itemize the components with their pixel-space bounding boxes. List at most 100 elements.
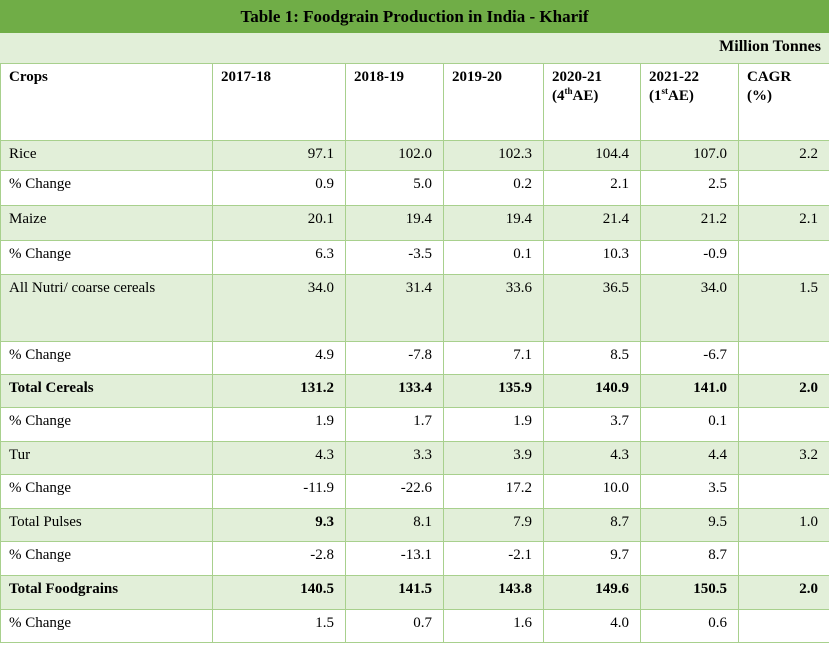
- table-row-total-cereals: Total Cereals 131.2 133.4 135.9 140.9 14…: [0, 374, 829, 408]
- column-header-crops: Crops: [0, 63, 213, 141]
- table-row-tur: Tur 4.3 3.3 3.9 4.3 4.4 3.2: [0, 441, 829, 475]
- table-row-nutri-coarse-cereals: All Nutri/ coarse cereals 34.0 31.4 33.6…: [0, 274, 829, 342]
- column-header-2017-18: 2017-18: [212, 63, 346, 141]
- cell-value: 10.0: [543, 474, 641, 509]
- column-header-2021-22-1st-ae: 2021-22 (1stAE): [640, 63, 739, 141]
- column-header-cagr: CAGR (%): [738, 63, 829, 141]
- crop-label: % Change: [0, 240, 213, 275]
- cell-value: 3.7: [543, 407, 641, 442]
- cell-value: -13.1: [345, 541, 444, 576]
- cell-value: -22.6: [345, 474, 444, 509]
- cell-value: 7.9: [443, 508, 544, 542]
- cell-value: 1.7: [345, 407, 444, 442]
- cell-value: [738, 474, 829, 509]
- crop-label: Rice: [0, 140, 213, 171]
- cell-value: 3.2: [738, 441, 829, 475]
- cell-value: 5.0: [345, 170, 444, 206]
- column-header-2020-21-4th-ae: 2020-21 (4thAE): [543, 63, 641, 141]
- cell-value: 21.2: [640, 205, 739, 241]
- crop-label: Total Pulses: [0, 508, 213, 542]
- cell-value: 3.5: [640, 474, 739, 509]
- cell-value: 140.9: [543, 374, 641, 408]
- cell-value: 31.4: [345, 274, 444, 342]
- cell-value: 107.0: [640, 140, 739, 171]
- cell-value: 97.1: [212, 140, 346, 171]
- column-sublabel: (%): [747, 87, 772, 104]
- cell-value: 150.5: [640, 575, 739, 610]
- cell-value: 0.2: [443, 170, 544, 206]
- cell-value: 17.2: [443, 474, 544, 509]
- table-title: Table 1: Foodgrain Production in India -…: [0, 0, 829, 33]
- cell-value: -2.8: [212, 541, 346, 576]
- table-row-nutri-pct-change: % Change 4.9 -7.8 7.1 8.5 -6.7: [0, 341, 829, 375]
- cell-value: 1.9: [443, 407, 544, 442]
- table-row-pulses-pct-change: % Change -2.8 -13.1 -2.1 9.7 8.7: [0, 541, 829, 576]
- crop-label: Maize: [0, 205, 213, 241]
- crop-label: % Change: [0, 170, 213, 206]
- cell-value: 19.4: [345, 205, 444, 241]
- table-row-rice: Rice 97.1 102.0 102.3 104.4 107.0 2.2: [0, 140, 829, 171]
- cell-value: 135.9: [443, 374, 544, 408]
- cell-value: 0.1: [640, 407, 739, 442]
- cell-value: 8.7: [640, 541, 739, 576]
- table-row-maize: Maize 20.1 19.4 19.4 21.4 21.2 2.1: [0, 205, 829, 241]
- cell-value: 2.0: [738, 575, 829, 610]
- cell-value: 0.1: [443, 240, 544, 275]
- column-header-2018-19: 2018-19: [345, 63, 444, 141]
- cell-value: 102.0: [345, 140, 444, 171]
- table-row-rice-pct-change: % Change 0.9 5.0 0.2 2.1 2.5: [0, 170, 829, 206]
- cell-value: 141.0: [640, 374, 739, 408]
- cell-value: 1.0: [738, 508, 829, 542]
- cell-value: -6.7: [640, 341, 739, 375]
- cell-value: 19.4: [443, 205, 544, 241]
- table-row-total-foodgrains: Total Foodgrains 140.5 141.5 143.8 149.6…: [0, 575, 829, 610]
- crop-label: % Change: [0, 407, 213, 442]
- cell-value: 9.5: [640, 508, 739, 542]
- cell-value: 2.0: [738, 374, 829, 408]
- cell-value: 104.4: [543, 140, 641, 171]
- cell-value: 4.4: [640, 441, 739, 475]
- crop-label: % Change: [0, 341, 213, 375]
- cell-value: 0.7: [345, 609, 444, 643]
- cell-value: 102.3: [443, 140, 544, 171]
- cell-value: 140.5: [212, 575, 346, 610]
- cell-value: 131.2: [212, 374, 346, 408]
- cell-value: 3.9: [443, 441, 544, 475]
- cell-value: 8.5: [543, 341, 641, 375]
- cell-value: -2.1: [443, 541, 544, 576]
- crop-label: % Change: [0, 609, 213, 643]
- cell-value: [738, 170, 829, 206]
- table-row-foodgrains-pct-change: % Change 1.5 0.7 1.6 4.0 0.6: [0, 609, 829, 643]
- cell-value: [738, 541, 829, 576]
- column-label: 2020-21: [552, 69, 602, 85]
- crop-label: Total Foodgrains: [0, 575, 213, 610]
- cell-value: 20.1: [212, 205, 346, 241]
- cell-value: -0.9: [640, 240, 739, 275]
- cell-value: [738, 407, 829, 442]
- cell-value: 149.6: [543, 575, 641, 610]
- cell-value: -3.5: [345, 240, 444, 275]
- header-row: Crops 2017-18 2018-19 2019-20 2020-21 (4…: [0, 63, 829, 141]
- cell-value: -7.8: [345, 341, 444, 375]
- cell-value: [738, 240, 829, 275]
- cell-value: 10.3: [543, 240, 641, 275]
- crop-label: All Nutri/ coarse cereals: [0, 274, 213, 342]
- column-label: 2017-18: [221, 69, 271, 85]
- cell-value: [738, 341, 829, 375]
- cell-value: 36.5: [543, 274, 641, 342]
- table-row-maize-pct-change: % Change 6.3 -3.5 0.1 10.3 -0.9: [0, 240, 829, 275]
- cell-value: 8.1: [345, 508, 444, 542]
- cell-value: [738, 609, 829, 643]
- crop-label: % Change: [0, 541, 213, 576]
- column-label: 2019-20: [452, 69, 502, 85]
- column-label: 2018-19: [354, 69, 404, 85]
- cell-value: 9.7: [543, 541, 641, 576]
- cell-value: 3.3: [345, 441, 444, 475]
- cell-value: 0.6: [640, 609, 739, 643]
- cell-value: 4.3: [543, 441, 641, 475]
- cell-value: 6.3: [212, 240, 346, 275]
- cell-value: 2.2: [738, 140, 829, 171]
- column-label: 2021-22: [649, 69, 699, 85]
- column-label: Crops: [9, 69, 48, 85]
